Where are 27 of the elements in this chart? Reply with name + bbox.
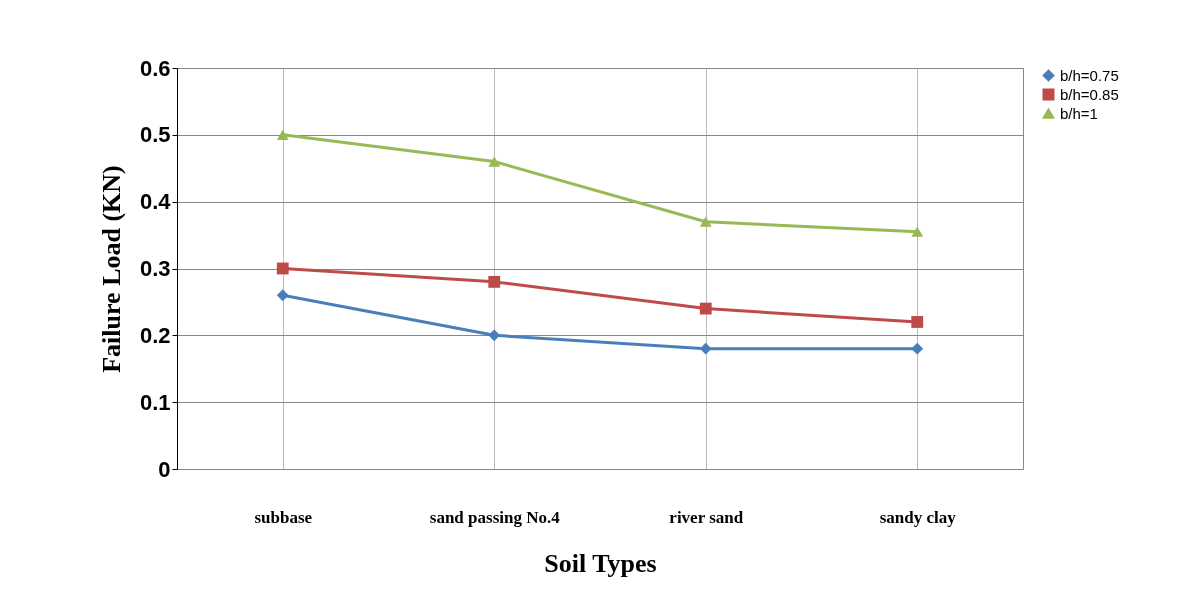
- point: [276, 289, 289, 302]
- point: [911, 342, 924, 355]
- point: [699, 216, 712, 227]
- legend-label: b/h=0.75: [1060, 66, 1119, 84]
- y-tick-label: 0.3: [139, 256, 171, 281]
- x-axis-title: Soil Types: [544, 548, 657, 578]
- x-tick-label: subbase: [254, 507, 313, 527]
- x-tick-label: sand passing No.4: [429, 507, 561, 527]
- legend-label: b/h=0.85: [1060, 85, 1119, 103]
- point: [276, 262, 289, 275]
- point: [699, 302, 712, 315]
- y-axis-title: Failure Load (KN): [96, 165, 126, 373]
- y-tick-label: 0.2: [139, 322, 171, 348]
- point: [911, 226, 924, 237]
- x-tick-label: sandy clay: [879, 507, 957, 527]
- y-tick-label: 0.1: [139, 389, 171, 415]
- point: [488, 275, 501, 288]
- x-tick-label: river sand: [669, 507, 744, 527]
- legend-label: b/h=1: [1060, 104, 1098, 122]
- y-tick-label: 0.6: [139, 55, 171, 81]
- point: [276, 129, 289, 140]
- y-tick-label: 0.5: [139, 122, 171, 148]
- point: [911, 316, 924, 328]
- y-tick-label: 0.4: [139, 189, 172, 215]
- point: [488, 156, 501, 167]
- y-tick-label: 0: [158, 456, 171, 482]
- point: [699, 342, 712, 355]
